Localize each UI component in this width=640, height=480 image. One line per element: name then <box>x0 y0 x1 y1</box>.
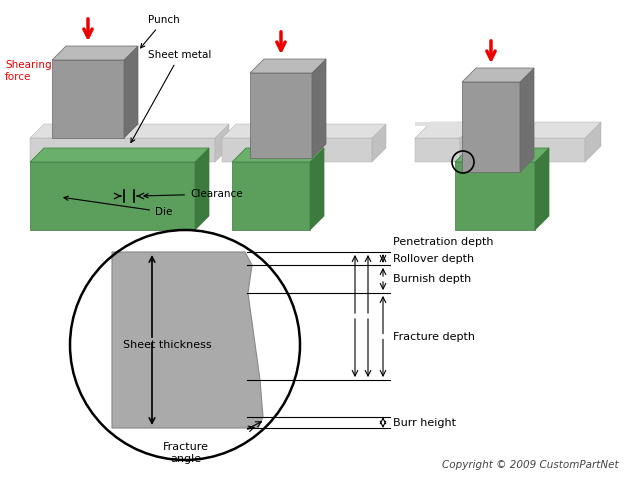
Polygon shape <box>222 138 280 162</box>
Text: Fracture
angle: Fracture angle <box>163 442 209 464</box>
Polygon shape <box>30 148 209 162</box>
Polygon shape <box>460 122 476 162</box>
Text: Punch: Punch <box>141 15 180 48</box>
Polygon shape <box>232 162 310 230</box>
Polygon shape <box>30 124 229 138</box>
Polygon shape <box>455 162 535 230</box>
Polygon shape <box>415 122 476 138</box>
Polygon shape <box>415 122 476 126</box>
Text: Die: Die <box>64 196 172 217</box>
Text: Copyright © 2009 CustomPartNet: Copyright © 2009 CustomPartNet <box>442 460 618 470</box>
Polygon shape <box>372 124 386 162</box>
Polygon shape <box>280 124 294 162</box>
Polygon shape <box>124 46 138 138</box>
Text: Penetration depth: Penetration depth <box>393 237 493 247</box>
Polygon shape <box>112 252 263 428</box>
Polygon shape <box>30 138 215 162</box>
Polygon shape <box>415 138 460 162</box>
Polygon shape <box>310 124 386 138</box>
Text: Fracture depth: Fracture depth <box>393 332 475 341</box>
Polygon shape <box>250 59 326 73</box>
Polygon shape <box>520 68 534 172</box>
Polygon shape <box>310 148 324 230</box>
Polygon shape <box>195 148 209 230</box>
Polygon shape <box>462 68 534 82</box>
Polygon shape <box>52 60 124 138</box>
Text: Burr height: Burr height <box>393 418 456 428</box>
Polygon shape <box>312 59 326 158</box>
Text: Sheet metal: Sheet metal <box>131 50 211 143</box>
Polygon shape <box>535 148 549 230</box>
Polygon shape <box>520 138 585 162</box>
Polygon shape <box>215 124 229 162</box>
Text: Sheet thickness: Sheet thickness <box>123 340 211 350</box>
Polygon shape <box>52 46 138 60</box>
Text: Shearing
force: Shearing force <box>5 60 52 82</box>
Polygon shape <box>310 138 372 162</box>
Polygon shape <box>222 124 294 138</box>
Polygon shape <box>232 148 324 162</box>
Text: Clearance: Clearance <box>144 189 243 199</box>
Text: Rollover depth: Rollover depth <box>393 253 474 264</box>
Polygon shape <box>520 122 601 138</box>
Polygon shape <box>30 162 195 230</box>
Text: Burnish depth: Burnish depth <box>393 274 471 284</box>
Polygon shape <box>462 82 520 172</box>
Polygon shape <box>455 148 549 162</box>
Polygon shape <box>585 122 601 162</box>
Polygon shape <box>250 73 312 158</box>
